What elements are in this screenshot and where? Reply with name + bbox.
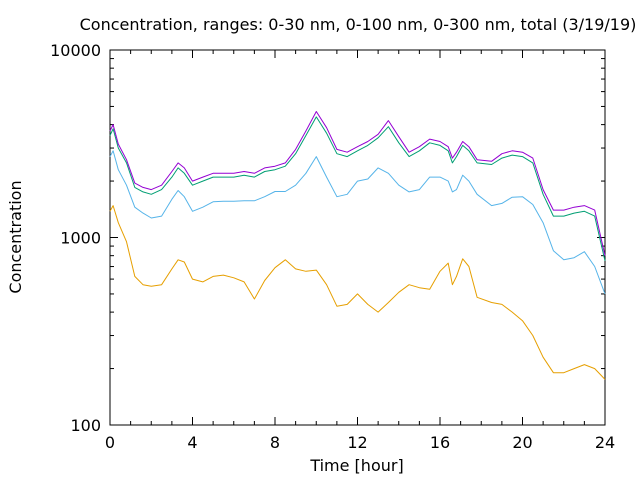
x-axis-label: Time [hour] bbox=[309, 456, 403, 475]
y-tick-label: 1000 bbox=[60, 229, 101, 248]
series-layer bbox=[109, 111, 606, 380]
x-tick-label: 8 bbox=[270, 433, 280, 452]
series-line-1 bbox=[109, 205, 606, 380]
y-axis-label: Concentration bbox=[6, 180, 25, 293]
chart-title: Concentration, ranges: 0-30 nm, 0-100 nm… bbox=[80, 15, 637, 34]
plot-area bbox=[109, 49, 606, 426]
x-tick-label: 0 bbox=[105, 433, 115, 452]
series-line-4 bbox=[109, 111, 606, 256]
x-tick-label: 12 bbox=[347, 433, 367, 452]
series-line-2 bbox=[109, 150, 606, 295]
x-tick-label: 16 bbox=[430, 433, 450, 452]
plot-frame bbox=[109, 49, 606, 426]
y-tick-label: 100 bbox=[70, 416, 101, 435]
x-tick-label: 24 bbox=[595, 433, 615, 452]
x-tick-label: 20 bbox=[512, 433, 532, 452]
x-tick-label: 4 bbox=[187, 433, 197, 452]
axis-ticks: 0 4 8 12 16 20 24 100 1000 10000 bbox=[50, 41, 615, 452]
y-tick-label: 10000 bbox=[50, 41, 101, 60]
series-line-3 bbox=[109, 116, 606, 262]
